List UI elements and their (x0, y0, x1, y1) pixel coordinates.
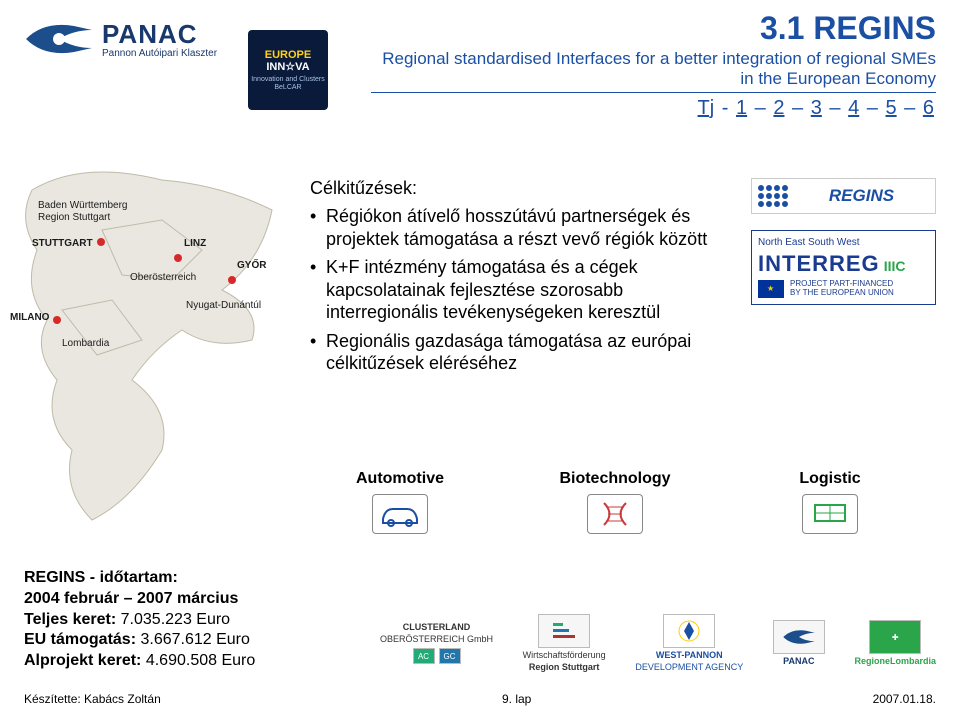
page-number: 9. lap (502, 692, 531, 706)
regins-logo: REGINS (751, 178, 936, 214)
dna-icon (587, 494, 643, 534)
objective-item: K+F intézmény támogatása és a cégek kapc… (310, 256, 740, 324)
sector-label: Automotive (356, 470, 444, 488)
sponsor-row: CLUSTERLAND OBERÖSTERREICH GmbH AC GC Wi… (380, 614, 936, 672)
interreg-main: INTERREG (758, 251, 880, 277)
nav-6[interactable]: 6 (921, 97, 936, 119)
sponsor-label: PANAC (783, 656, 814, 666)
page-title: 3.1 REGINS (371, 10, 936, 47)
westpannon-icon (663, 614, 715, 648)
logistics-icon (802, 494, 858, 534)
partner-logos: REGINS North East South West INTERREG II… (751, 178, 936, 305)
eu-support-label: EU támogatás: (24, 631, 136, 648)
svg-text:Lombardia: Lombardia (62, 338, 110, 349)
svg-text:GYŐR: GYŐR (237, 258, 267, 271)
sector-biotech: Biotechnology (525, 470, 705, 534)
interreg-logo: North East South West INTERREG IIIC PROJ… (751, 230, 936, 305)
sponsor-lombardia: ✚ RegioneLombardia (854, 620, 936, 666)
subproject-value: 4.690.508 Euro (146, 652, 255, 669)
stuttgart-icon (538, 614, 590, 648)
sponsor-label: WEST-PANNON (656, 650, 723, 660)
duration-value: 2004 február – 2007 március (24, 590, 238, 607)
ac-badge-icon: AC (413, 648, 435, 664)
breadcrumb: Tj - 1 – 2 – 3 – 4 – 5 – 6 (371, 97, 936, 120)
sectors: Automotive Biotechnology Logistic (310, 470, 920, 534)
sponsor-panac: PANAC (773, 620, 825, 666)
brand-area: PANAC Pannon Autóipari Klaszter (24, 18, 217, 60)
svg-text:LINZ: LINZ (184, 238, 206, 249)
interreg-foot: PROJECT PART-FINANCED BY THE EUROPEAN UN… (790, 280, 894, 298)
nav-2[interactable]: 2 (771, 97, 786, 119)
svg-text:MILANO: MILANO (10, 312, 50, 323)
footline: Készítette: Kabács Zoltán 9. lap 2007.01… (24, 692, 936, 706)
sector-label: Logistic (799, 470, 860, 488)
project-facts: REGINS - időtartam: 2004 február – 2007 … (24, 568, 255, 672)
brand-subtitle: Pannon Autóipari Klaszter (102, 48, 217, 59)
lombardia-icon: ✚ (869, 620, 921, 654)
author: Készítette: Kabács Zoltán (24, 692, 161, 706)
interreg-top: North East South West (758, 237, 929, 248)
sponsor-label: CLUSTERLAND (403, 622, 471, 632)
eu-support-value: 3.667.612 Euro (140, 631, 249, 648)
sponsor-sub: OBERÖSTERREICH GmbH (380, 634, 493, 644)
page-subtitle: Regional standardised Interfaces for a b… (371, 49, 936, 93)
sponsor-sub: DEVELOPMENT AGENCY (635, 662, 743, 672)
sector-logistic: Logistic (740, 470, 920, 534)
sponsor-label: RegioneLombardia (854, 656, 936, 666)
budget-total-label: Teljes keret: (24, 611, 116, 628)
panac-mark-icon (24, 18, 94, 60)
sponsor-stuttgart: Wirtschaftsförderung Region Stuttgart (523, 614, 606, 672)
duration-label: REGINS - időtartam: (24, 569, 178, 586)
sponsor-westpannon: WEST-PANNON DEVELOPMENT AGENCY (635, 614, 743, 672)
objectives: Célkitűzések: Régiókon átívelő hosszútáv… (310, 178, 740, 381)
sponsor-clusterland: CLUSTERLAND OBERÖSTERREICH GmbH AC GC (380, 622, 493, 664)
europe-innova-badge: EUROPE INN☆VA Innovation and Clusters Be… (248, 30, 328, 110)
sector-label: Biotechnology (559, 470, 670, 488)
objectives-title: Célkitűzések: (310, 178, 740, 199)
innova-sub: Innovation and Clusters BeLCAR (251, 76, 325, 91)
car-icon (372, 494, 428, 534)
nav-prefix[interactable]: Tj (696, 97, 717, 119)
svg-text:Baden Württemberg: Baden Württemberg (38, 200, 128, 211)
objective-item: Régiókon átívelő hosszútávú partnerségek… (310, 205, 740, 250)
brand-name: PANAC (102, 19, 217, 50)
header: 3.1 REGINS Regional standardised Interfa… (371, 10, 936, 120)
regins-label: REGINS (794, 186, 929, 206)
nav-5[interactable]: 5 (884, 97, 899, 119)
sector-automotive: Automotive (310, 470, 490, 534)
panac-logo: PANAC Pannon Autóipari Klaszter (24, 18, 217, 60)
svg-text:STUTTGART: STUTTGART (32, 238, 93, 249)
nav-1[interactable]: 1 (734, 97, 749, 119)
sponsor-label: Wirtschaftsförderung (523, 650, 606, 660)
innova-line2: INN☆VA (266, 61, 309, 73)
svg-text:Oberösterreich: Oberösterreich (130, 272, 196, 283)
sponsor-sub: Region Stuttgart (529, 662, 600, 672)
nav-3[interactable]: 3 (809, 97, 824, 119)
svg-text:Region Stuttgart: Region Stuttgart (38, 212, 110, 223)
regins-dots-icon (758, 185, 788, 207)
panac-small-icon (773, 620, 825, 654)
svg-text:Nyugat-Dunántúl: Nyugat-Dunántúl (186, 300, 261, 311)
nav-4[interactable]: 4 (846, 97, 861, 119)
innova-line1: EUROPE (265, 49, 311, 61)
subproject-label: Alprojekt keret: (24, 652, 141, 669)
eu-flag-icon (758, 280, 784, 298)
date: 2007.01.18. (873, 692, 936, 706)
budget-total-value: 7.035.223 Euro (121, 611, 230, 628)
objective-item: Regionális gazdasága támogatása az európ… (310, 330, 740, 375)
gc-badge-icon: GC (439, 648, 461, 664)
interreg-suffix: IIIC (884, 258, 906, 274)
europe-map: Baden Württemberg Region Stuttgart STUTT… (2, 150, 292, 530)
